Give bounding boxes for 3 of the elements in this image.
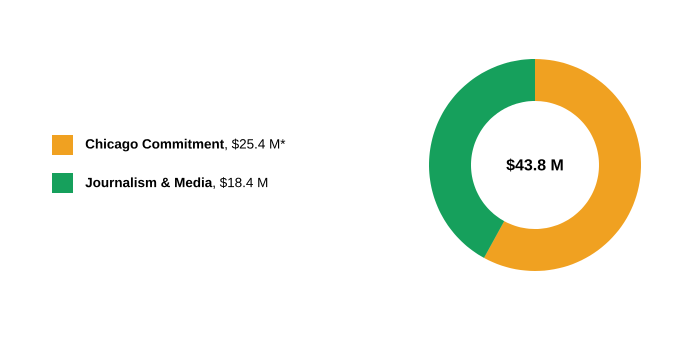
- legend-label: Chicago Commitment, $25.4 M*: [86, 138, 286, 152]
- legend-label: Journalism & Media, $18.4 M: [85, 177, 268, 189]
- text: $43.8 M: [506, 158, 563, 172]
